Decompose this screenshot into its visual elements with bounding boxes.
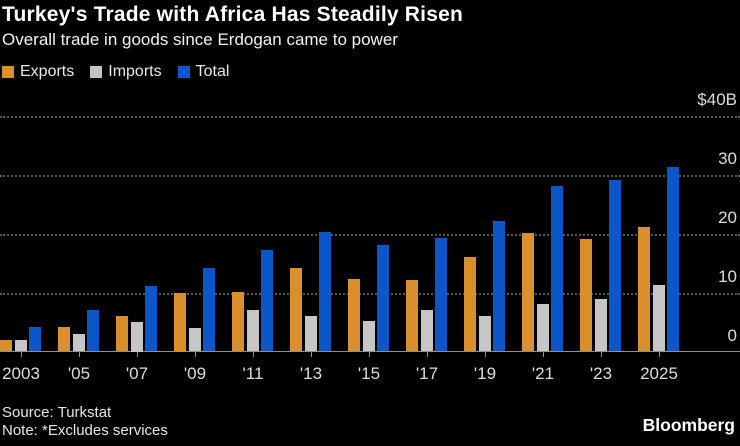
- bar-imports-2019: [478, 316, 491, 352]
- grid-line-30: [0, 174, 740, 177]
- x-tick-2021: [543, 352, 544, 357]
- imports-swatch-icon: [90, 66, 103, 78]
- legend-item-total: Total: [177, 63, 230, 81]
- x-axis-label-2015: '15: [357, 364, 381, 383]
- grid-line-10: [0, 292, 740, 295]
- x-tick-2015: [369, 352, 370, 357]
- bar-imports-2023: [594, 298, 607, 352]
- bar-total-2011: [261, 250, 273, 352]
- x-tick-2019: [485, 352, 486, 357]
- bar-imports-2013: [304, 316, 317, 352]
- bar-exports-2017: [406, 280, 418, 352]
- bar-exports-2005: [58, 327, 70, 352]
- legend-label-total: Total: [195, 63, 230, 80]
- bar-exports-2021: [522, 232, 534, 352]
- bar-exports-2003: [0, 340, 12, 352]
- x-axis-label-2019: '19: [473, 364, 497, 383]
- legend-label-imports: Imports: [108, 63, 162, 80]
- bar-imports-2003: [14, 339, 27, 352]
- bar-total-2005: [87, 309, 99, 352]
- x-tick-2009: [195, 352, 196, 357]
- x-axis-label-2003: 2003: [2, 364, 40, 383]
- bar-total-2015: [377, 245, 389, 352]
- x-axis-label-2017: '17: [415, 364, 439, 383]
- note-line: Note: *Excludes services: [2, 422, 168, 439]
- legend: Exports Imports Total: [2, 63, 229, 81]
- x-axis-label-2021: '21: [531, 364, 555, 383]
- page-subtitle: Overall trade in goods since Erdogan cam…: [2, 30, 398, 49]
- page-title: Turkey's Trade with Africa Has Steadily …: [2, 3, 463, 26]
- x-axis-label-2023: '23: [589, 364, 613, 383]
- x-axis-label-2005: '05: [67, 364, 91, 383]
- bar-exports-2015: [348, 278, 360, 352]
- bar-imports-2007: [130, 322, 143, 352]
- bar-total-2019: [493, 220, 505, 352]
- x-tick-2017: [427, 352, 428, 357]
- x-axis-label-2025: 2025: [640, 364, 678, 383]
- y-axis-label-10: 10: [718, 266, 737, 286]
- bar-imports-2005: [72, 334, 85, 352]
- bar-total-2003: [29, 327, 41, 352]
- bar-imports-2021: [536, 304, 549, 352]
- y-axis-label-40: $40B: [697, 89, 737, 109]
- bar-exports-2011: [232, 291, 244, 352]
- bar-exports-2013: [290, 267, 302, 352]
- bar-exports-2009: [174, 292, 186, 352]
- exports-swatch-icon: [2, 66, 14, 78]
- bar-imports-2009: [188, 327, 201, 352]
- bar-total-2017: [435, 238, 447, 352]
- x-tick-2023: [601, 352, 602, 357]
- x-axis-label-2011: '11: [242, 364, 264, 383]
- x-tick-2025: [659, 352, 660, 357]
- bar-total-2007: [145, 286, 157, 352]
- x-tick-2013: [311, 352, 312, 357]
- x-tick-2003: [21, 352, 22, 357]
- bar-imports-2017: [420, 310, 433, 352]
- total-swatch-icon: [177, 66, 190, 78]
- x-tick-2007: [137, 352, 138, 357]
- y-axis-label-30: 30: [718, 148, 737, 168]
- bar-imports-2015: [362, 321, 375, 352]
- y-axis-label-20: 20: [718, 207, 737, 227]
- bar-exports-2007: [116, 315, 128, 352]
- source-note: Source: Turkstat Note: *Excludes service…: [2, 404, 168, 440]
- bar-total-2013: [319, 232, 331, 352]
- bar-imports-2025: [652, 285, 665, 352]
- bar-total-2021: [551, 185, 563, 352]
- bar-total-2009: [203, 267, 215, 352]
- x-axis-line: [0, 351, 740, 352]
- legend-item-exports: Exports: [2, 63, 74, 81]
- grid-line-20: [0, 233, 740, 236]
- legend-item-imports: Imports: [90, 63, 162, 81]
- x-tick-2005: [79, 352, 80, 357]
- source-line: Source: Turkstat: [2, 404, 112, 421]
- x-axis-label-2009: '09: [183, 364, 207, 383]
- grid-line-40: [0, 115, 740, 118]
- x-axis-label-2007: '07: [125, 364, 149, 383]
- bar-imports-2011: [246, 309, 259, 352]
- bar-exports-2019: [464, 256, 476, 352]
- y-axis-label-0: 0: [727, 325, 737, 345]
- bar-total-2025: [667, 167, 679, 352]
- bar-exports-2025: [638, 227, 650, 352]
- x-tick-2011: [253, 352, 254, 357]
- x-axis-label-2013: '13: [299, 364, 323, 383]
- bar-total-2023: [609, 179, 621, 352]
- bar-exports-2023: [580, 239, 592, 352]
- bloomberg-logo: Bloomberg: [642, 415, 735, 435]
- legend-label-exports: Exports: [20, 63, 75, 80]
